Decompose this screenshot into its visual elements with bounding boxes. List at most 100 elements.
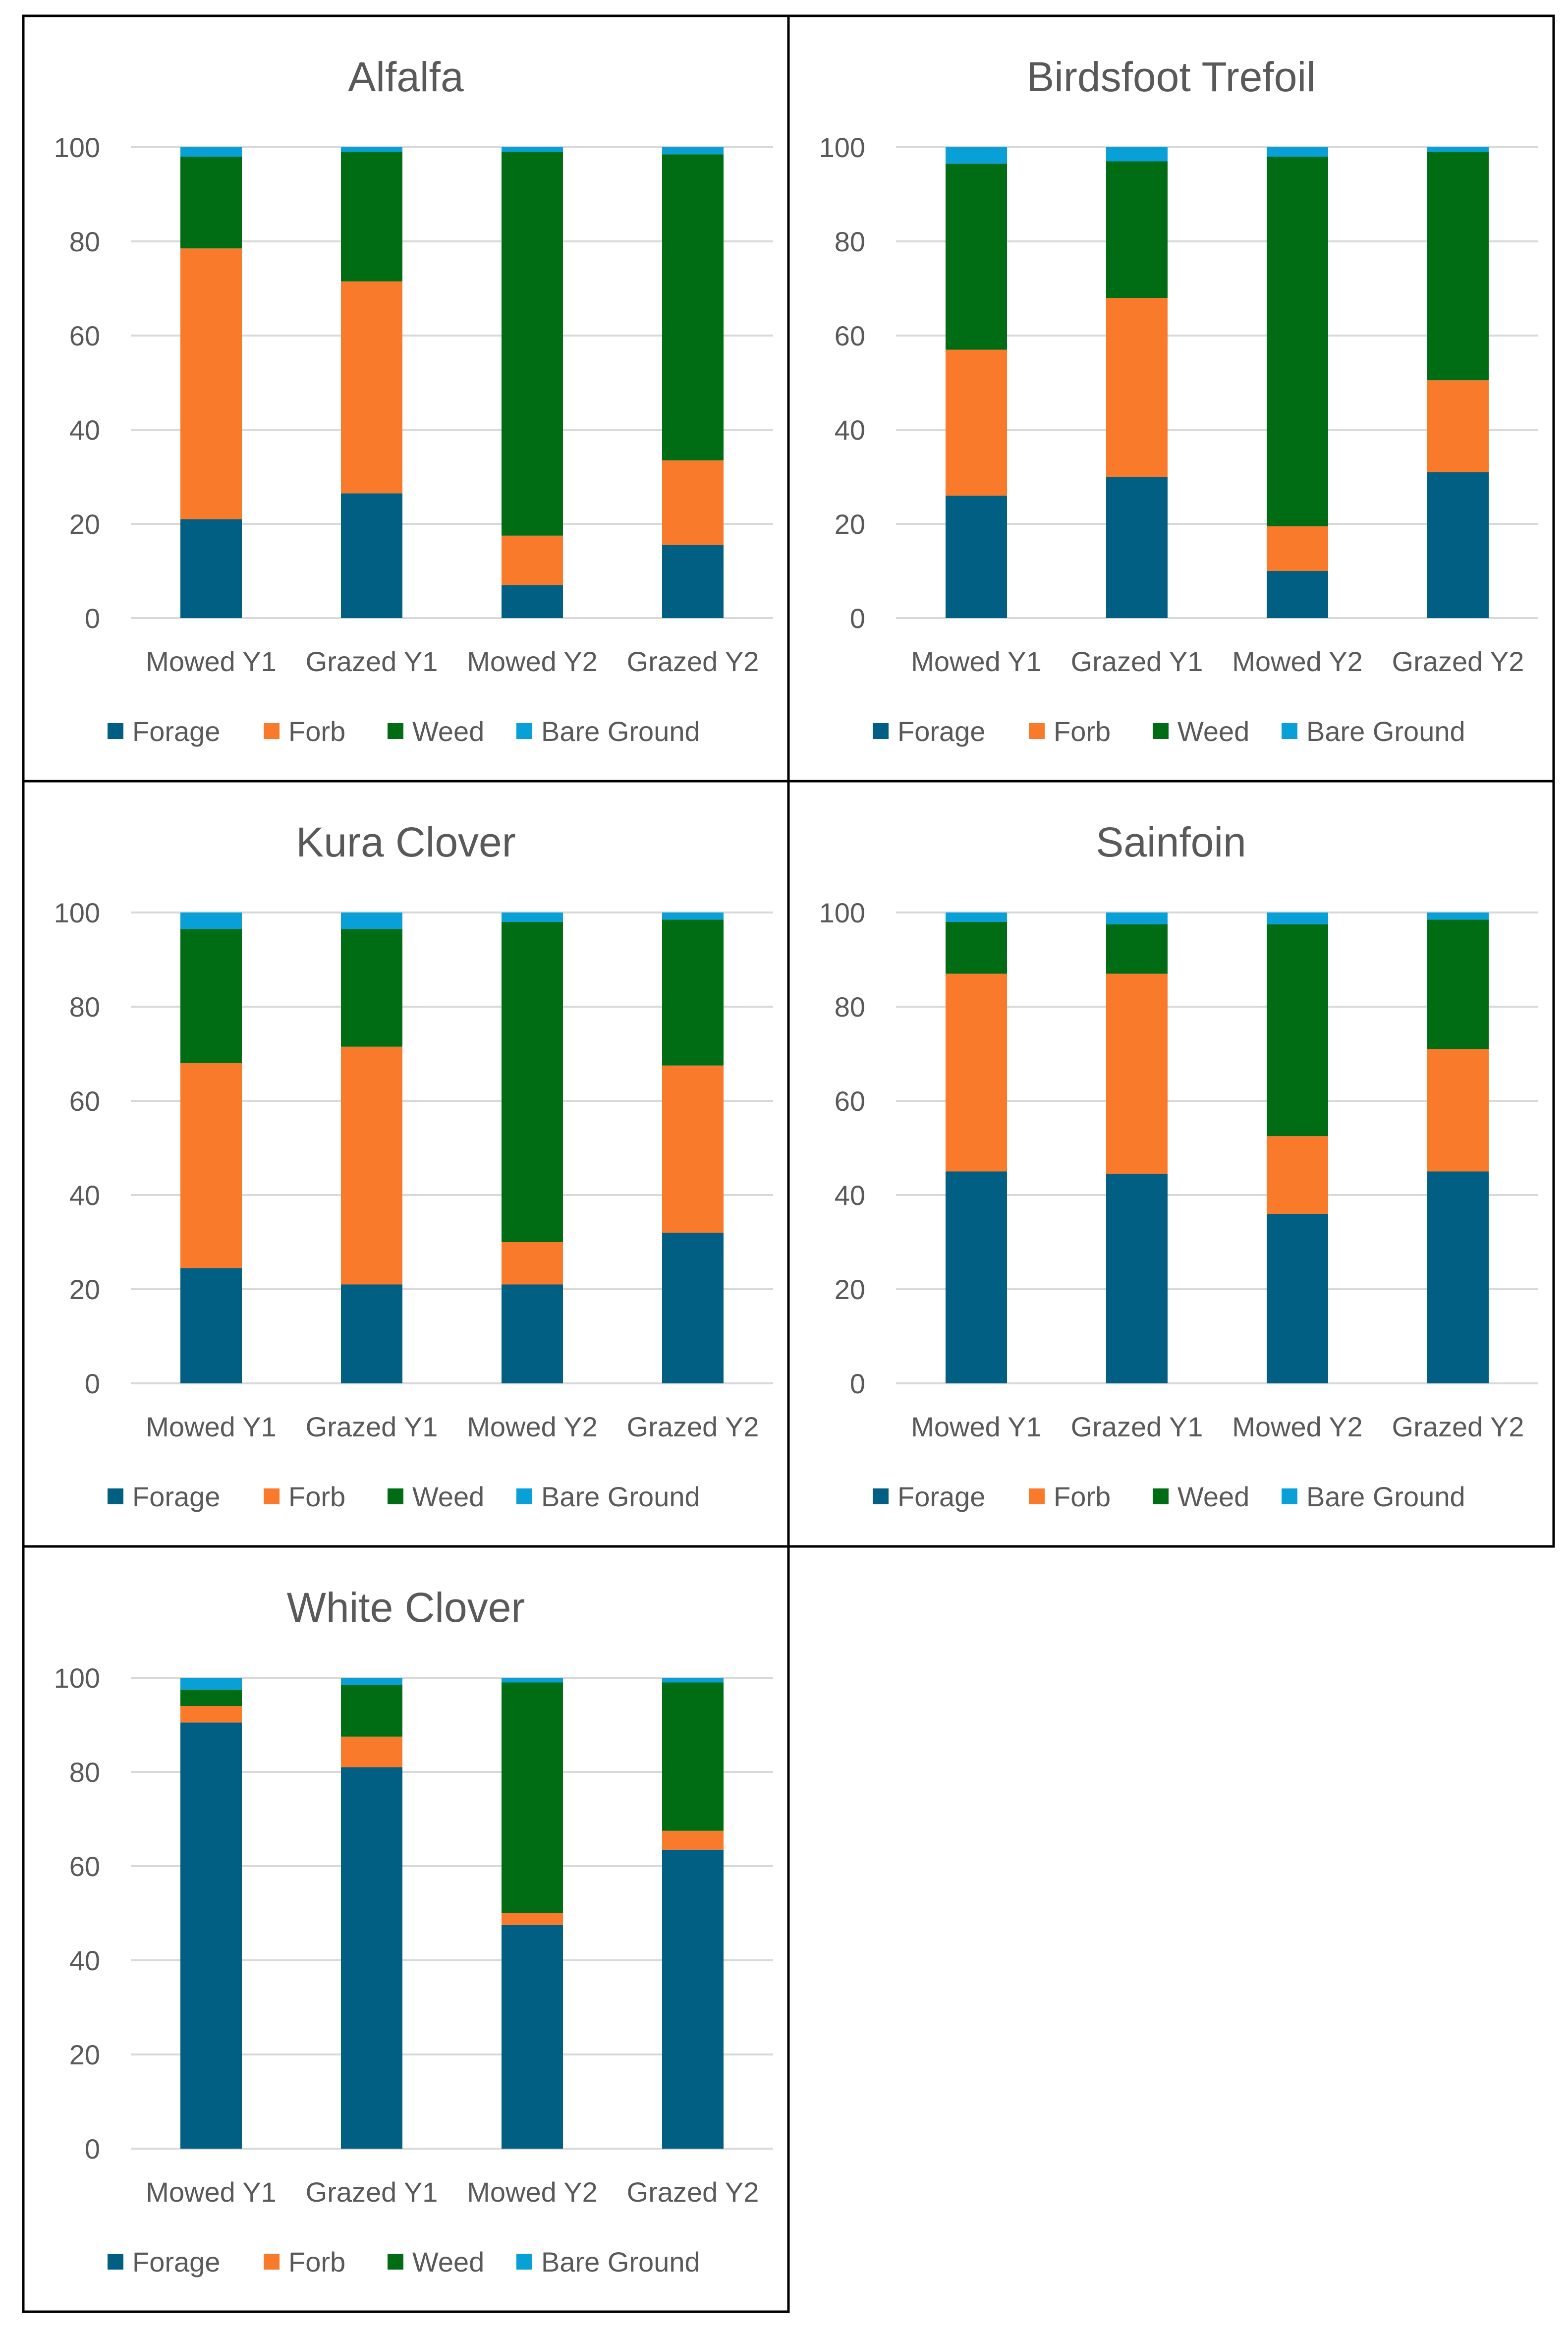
legend-label-forb: Forb bbox=[288, 1481, 345, 1512]
bar-bare-ground-mowed-y1 bbox=[180, 147, 242, 157]
y-tick-label: 80 bbox=[835, 226, 865, 257]
bar-forb-grazed-y1 bbox=[1106, 298, 1168, 477]
bar-bare-ground-mowed-y2 bbox=[502, 1678, 563, 1683]
x-category-label: Mowed Y2 bbox=[1232, 1411, 1363, 1442]
x-category-label: Grazed Y1 bbox=[306, 646, 438, 677]
y-tick-label: 100 bbox=[54, 132, 100, 163]
bar-weed-grazed-y2 bbox=[1427, 919, 1489, 1049]
y-tick-label: 100 bbox=[819, 897, 865, 928]
bar-forb-grazed-y2 bbox=[662, 1830, 724, 1850]
chart-title: Sainfoin bbox=[1096, 819, 1246, 865]
bar-weed-grazed-y1 bbox=[341, 152, 402, 282]
bar-forb-grazed-y1 bbox=[341, 281, 402, 494]
legend-swatch-forage bbox=[108, 1488, 123, 1504]
y-tick-label: 100 bbox=[54, 1662, 100, 1694]
y-tick-label: 0 bbox=[850, 603, 865, 634]
bar-forb-grazed-y1 bbox=[341, 1046, 402, 1285]
bar-forage-mowed-y2 bbox=[1267, 571, 1328, 618]
x-category-label: Grazed Y1 bbox=[306, 2176, 438, 2208]
x-category-label: Mowed Y1 bbox=[146, 646, 277, 677]
bar-bare-ground-mowed-y1 bbox=[946, 147, 1007, 164]
legend-swatch-forb bbox=[264, 1488, 280, 1504]
legend-label-forage: Forage bbox=[897, 716, 985, 747]
bar-forage-mowed-y1 bbox=[946, 1171, 1007, 1383]
bar-forage-mowed-y1 bbox=[946, 496, 1007, 618]
x-category-label: Grazed Y1 bbox=[306, 1411, 438, 1442]
bar-forage-mowed-y2 bbox=[502, 1925, 563, 2149]
panel-border bbox=[22, 1545, 790, 2313]
legend-label-weed: Weed bbox=[412, 2246, 484, 2278]
x-category-label: Mowed Y2 bbox=[467, 646, 598, 677]
bar-weed-grazed-y2 bbox=[662, 1682, 724, 1831]
bar-bare-ground-grazed-y1 bbox=[1106, 912, 1168, 924]
bar-forb-grazed-y1 bbox=[1106, 973, 1168, 1174]
y-tick-label: 40 bbox=[835, 414, 865, 446]
bar-bare-ground-grazed-y1 bbox=[341, 147, 402, 152]
legend-swatch-weed bbox=[388, 2254, 403, 2270]
y-tick-label: 100 bbox=[819, 132, 865, 163]
bar-weed-grazed-y2 bbox=[1427, 152, 1489, 381]
y-tick-label: 40 bbox=[69, 414, 100, 446]
y-tick-label: 0 bbox=[850, 1368, 865, 1399]
x-category-label: Grazed Y2 bbox=[627, 1411, 759, 1442]
y-tick-label: 20 bbox=[69, 2039, 100, 2070]
bar-weed-grazed-y2 bbox=[662, 154, 724, 460]
x-category-label: Mowed Y1 bbox=[911, 646, 1042, 677]
bar-forb-mowed-y2 bbox=[502, 1242, 563, 1285]
y-tick-label: 40 bbox=[835, 1180, 865, 1211]
x-category-label: Grazed Y2 bbox=[1392, 646, 1524, 677]
y-tick-label: 40 bbox=[69, 1945, 100, 1976]
legend-label-bare-ground: Bare Ground bbox=[541, 716, 700, 747]
chart-panel-kura-clover: Kura Clover 0 20 40 60 80 100 Mowed Y1 Grazed Y1… bbox=[22, 780, 790, 1548]
bar-bare-ground-mowed-y2 bbox=[502, 912, 563, 922]
bar-forage-grazed-y2 bbox=[662, 1233, 724, 1383]
legend-swatch-bare-ground bbox=[516, 2254, 532, 2270]
legend-label-bare-ground: Bare Ground bbox=[1306, 716, 1465, 747]
bar-weed-mowed-y1 bbox=[946, 164, 1007, 350]
legend-swatch-forage bbox=[108, 2254, 123, 2270]
legend-swatch-bare-ground bbox=[516, 1488, 532, 1504]
chart-panel-sainfoin: Sainfoin 0 20 40 60 80 100 Mowed Y1 Grazed Y1 Mow… bbox=[787, 780, 1555, 1548]
bar-bare-ground-grazed-y2 bbox=[662, 912, 724, 920]
legend-swatch-forage bbox=[108, 723, 123, 739]
y-tick-label: 80 bbox=[69, 991, 100, 1023]
bar-weed-mowed-y1 bbox=[180, 929, 242, 1063]
bar-weed-mowed-y1 bbox=[180, 157, 242, 249]
bar-forb-mowed-y2 bbox=[502, 535, 563, 585]
x-category-label: Mowed Y1 bbox=[911, 1411, 1042, 1442]
legend-swatch-forb bbox=[1029, 723, 1045, 739]
x-category-label: Mowed Y2 bbox=[467, 2176, 598, 2208]
bar-forb-mowed-y1 bbox=[180, 248, 242, 519]
bar-forage-grazed-y2 bbox=[1427, 472, 1489, 618]
bar-forage-mowed-y1 bbox=[180, 519, 242, 618]
x-category-label: Grazed Y2 bbox=[627, 2176, 759, 2208]
bar-weed-mowed-y2 bbox=[502, 922, 563, 1242]
bar-forb-mowed-y2 bbox=[502, 1913, 563, 1925]
bar-bare-ground-grazed-y1 bbox=[1106, 147, 1168, 162]
bar-forage-grazed-y1 bbox=[1106, 477, 1168, 618]
x-category-label: Mowed Y2 bbox=[1232, 646, 1363, 677]
bar-forage-mowed-y2 bbox=[502, 585, 563, 618]
bar-weed-mowed-y2 bbox=[502, 152, 563, 536]
x-category-label: Mowed Y1 bbox=[146, 1411, 277, 1442]
legend-swatch-weed bbox=[388, 723, 403, 739]
y-tick-label: 80 bbox=[835, 991, 865, 1023]
y-tick-label: 80 bbox=[69, 226, 100, 257]
legend-label-forb: Forb bbox=[288, 716, 345, 747]
bar-bare-ground-grazed-y1 bbox=[341, 1678, 402, 1685]
bar-bare-ground-mowed-y2 bbox=[502, 147, 563, 152]
legend-swatch-bare-ground bbox=[1282, 1488, 1297, 1504]
bar-bare-ground-grazed-y2 bbox=[662, 1678, 724, 1683]
legend-label-bare-ground: Bare Ground bbox=[1306, 1481, 1465, 1512]
legend-label-forage: Forage bbox=[132, 2246, 220, 2278]
y-tick-label: 60 bbox=[835, 320, 865, 351]
panel-border bbox=[787, 780, 1555, 1548]
bar-weed-grazed-y1 bbox=[1106, 161, 1168, 298]
legend-swatch-forb bbox=[1029, 1488, 1045, 1504]
bar-weed-grazed-y1 bbox=[341, 929, 402, 1047]
y-tick-label: 60 bbox=[69, 1085, 100, 1117]
chart-title: Kura Clover bbox=[296, 819, 516, 865]
y-tick-label: 20 bbox=[835, 509, 865, 540]
legend-label-weed: Weed bbox=[412, 1481, 484, 1512]
chart-panel-white-clover: White Clover 0 20 40 60 80 100 Mowed Y1 Grazed Y… bbox=[22, 1545, 790, 2313]
